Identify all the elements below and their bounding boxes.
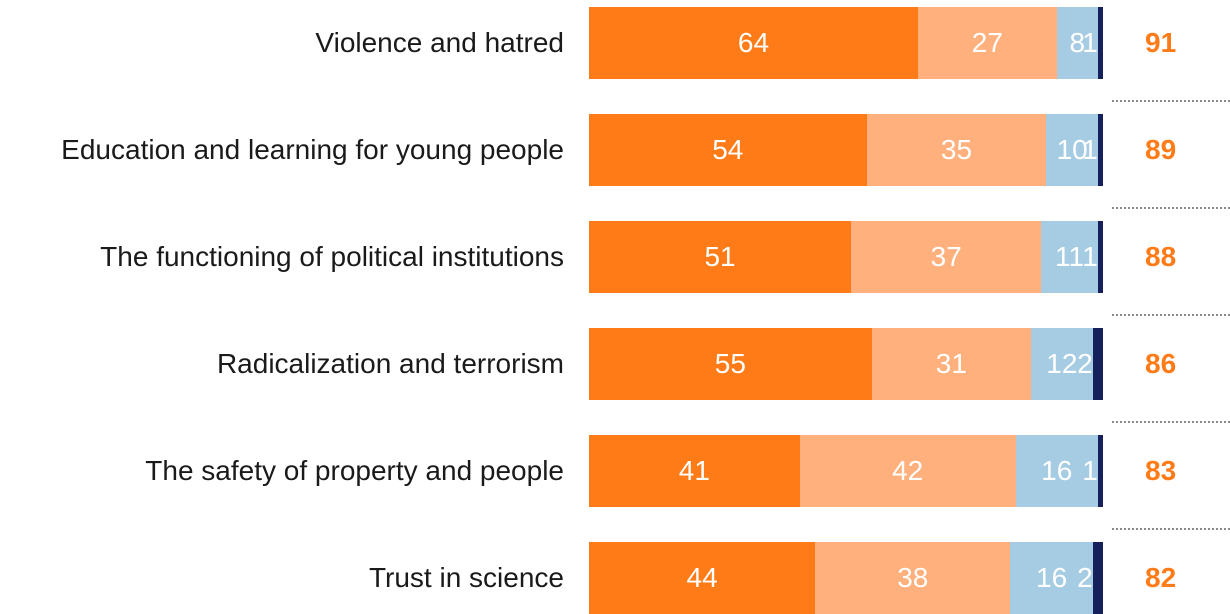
bar-value-label: 1: [1082, 134, 1098, 165]
bar-value-label: 16: [1041, 455, 1073, 486]
total-value-label: 86: [1145, 348, 1177, 379]
bar-segment: [589, 221, 852, 293]
bar-segment: [799, 435, 1016, 507]
bar-segment: [851, 221, 1042, 293]
bar-value-label: 55: [714, 348, 746, 379]
category-label: Radicalization and terrorism: [216, 348, 564, 379]
bar-value-label: 1: [1082, 455, 1098, 486]
row-separator: [1112, 100, 1230, 102]
category-label: Trust in science: [368, 562, 564, 593]
bar-value-label: 1: [1082, 27, 1098, 58]
total-value-label: 88: [1145, 241, 1177, 272]
bar-value-label: 35: [940, 134, 973, 165]
total-value-label: 83: [1145, 455, 1177, 486]
bar-value-label: 54: [712, 134, 744, 165]
bar-segment: [589, 114, 867, 186]
bar-value-label: 42: [892, 455, 924, 486]
bar-value-label: 31: [935, 348, 967, 379]
bar-value-label: 44: [686, 562, 718, 593]
bar-segment: [1046, 114, 1098, 186]
category-label: The functioning of political institution…: [100, 241, 564, 272]
bar-value-label: 38: [897, 562, 929, 593]
row-separator: [1112, 207, 1230, 209]
row-separator: [1112, 528, 1230, 530]
bar-value-label: 37: [930, 241, 962, 272]
bar-segment: [589, 435, 800, 507]
bar-value-label: 51: [704, 241, 736, 272]
bar-value-label: 8: [1069, 27, 1086, 58]
bar-value-label: 2: [1077, 562, 1093, 593]
bar-value-label: 16: [1036, 562, 1068, 593]
bar-segment: [589, 328, 872, 400]
bar-segment: [1041, 221, 1098, 293]
bar-segment: [1015, 435, 1098, 507]
bar-value-label: 2: [1077, 348, 1093, 379]
bar-segment: [1056, 7, 1098, 79]
bar-segment: [815, 542, 1011, 614]
total-value-label: 91: [1145, 27, 1177, 58]
bar-segment: [1010, 542, 1093, 614]
category-label: Violence and hatred: [315, 27, 564, 58]
bar-segment: [589, 7, 918, 79]
bar-value-label: 11: [1055, 241, 1085, 272]
bar-segment: [1092, 328, 1103, 400]
bar-segment: [1031, 328, 1093, 400]
bar-value-label: 64: [737, 27, 770, 58]
category-label: Education and learning for young people: [61, 134, 564, 165]
bar-value-label: 1: [1082, 241, 1098, 272]
row-separator: [1112, 421, 1230, 423]
bar-segment: [1097, 114, 1103, 186]
bar-segment: [866, 114, 1047, 186]
total-value-label: 89: [1145, 134, 1177, 165]
bar-segment: [1097, 221, 1103, 293]
bar-value-label: 27: [971, 27, 1003, 58]
total-value-label: 82: [1145, 562, 1177, 593]
bar-segment: [1097, 435, 1103, 507]
bar-value-label: 41: [678, 455, 710, 486]
category-label: The safety of property and people: [145, 455, 564, 486]
bar-segment: [917, 7, 1057, 79]
bar-value-label: 10: [1056, 134, 1088, 165]
row-separator: [1112, 314, 1230, 316]
bar-segment: [1092, 542, 1103, 614]
bar-segment: [589, 542, 816, 614]
bar-segment: [871, 328, 1032, 400]
bar-segment: [1097, 7, 1103, 79]
bar-value-label: 12: [1046, 348, 1078, 379]
